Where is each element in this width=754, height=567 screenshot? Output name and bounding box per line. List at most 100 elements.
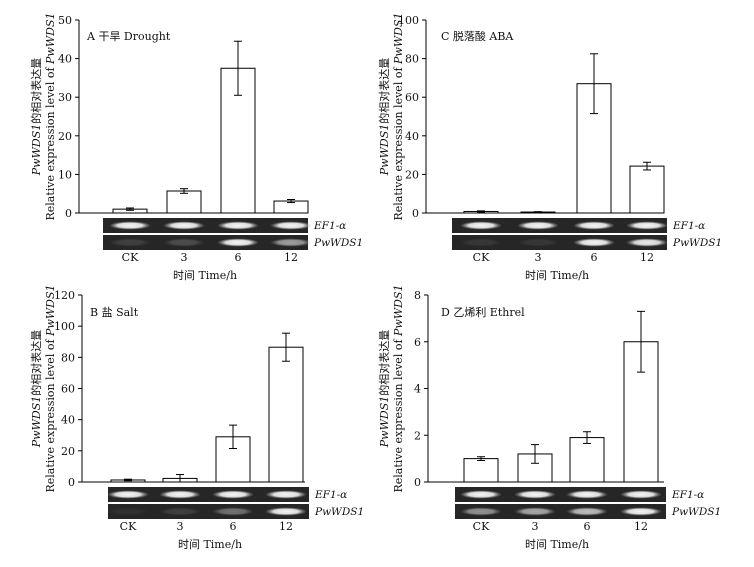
gel-band (107, 490, 149, 499)
panel-title: C 脱落酸 ABA (441, 29, 514, 43)
gel-band (514, 490, 556, 499)
gel-band (460, 490, 502, 499)
x-tick-label: 12 (634, 520, 648, 533)
gel-band (460, 507, 502, 516)
gel-band (517, 221, 559, 230)
gel-band (163, 238, 205, 247)
x-axis-label: 时间 Time/h (178, 538, 242, 551)
gel-strip-pwwds1 (103, 235, 308, 250)
x-tick-label: CK (473, 520, 490, 533)
gel-band (460, 238, 502, 247)
gel-strip-ef1 (108, 487, 309, 502)
gel-label-ef1: EF1-α (672, 220, 705, 232)
chart-panel-d: 0 2 4 6 8 D 乙烯利 Ethrel EF1-α PwWDS1 CK 3 6 12 时间 Tim… (377, 284, 721, 551)
gel-band (159, 507, 201, 516)
gel-band (217, 221, 259, 230)
gel-band (626, 221, 668, 230)
x-tick-label: 3 (535, 251, 542, 264)
x-tick-label: 6 (235, 251, 242, 264)
gel-band (620, 507, 662, 516)
gel-strip-pwwds1 (455, 504, 666, 519)
y-axis-label-en: Relative expression level of PwWDS1 (392, 12, 405, 220)
gel-band (109, 221, 151, 230)
y-tick-label: 0 (414, 476, 421, 489)
panel-title: D 乙烯利 Ethrel (441, 306, 525, 319)
gel-strip-pwwds1 (108, 504, 309, 519)
x-tick-label: 3 (532, 520, 539, 533)
y-tick-label: 50 (58, 14, 72, 27)
x-axis-label: 时间 Time/h (525, 269, 589, 282)
gel-band (212, 507, 254, 516)
x-tick-label: CK (473, 251, 490, 264)
gel-label-pwwds1: PwWDS1 (672, 237, 722, 249)
gel-band (626, 238, 668, 247)
panel-title: B 盐 Salt (90, 306, 139, 319)
y-tick-label: 40 (61, 414, 75, 427)
gel-label-ef1: EF1-α (671, 489, 704, 501)
gel-strip-ef1 (452, 218, 667, 233)
y-axis-label-en: Relative expression level of PwWDS1 (392, 284, 405, 492)
y-tick-label: 10 (58, 168, 72, 181)
bar-12 (629, 165, 665, 214)
gel-band (517, 238, 559, 247)
x-tick-label: 6 (230, 520, 237, 533)
y-tick-label: 20 (405, 168, 419, 181)
x-tick-label: 6 (591, 251, 598, 264)
x-tick-label: CK (120, 520, 137, 533)
x-tick-label: 12 (640, 251, 654, 264)
y-axis-label-cn: PwWDS1的相对表达量 (29, 58, 43, 176)
y-tick-label: 20 (58, 130, 72, 143)
y-tick-label: 4 (414, 383, 421, 396)
gel-label-ef1: EF1-α (313, 220, 346, 232)
gel-band (270, 238, 312, 247)
gel-band (566, 507, 608, 516)
x-tick-label: 12 (279, 520, 293, 533)
chart-panel-b: 0 20 40 60 80 100 120 B 盐 Salt EF1-α PwWDS1 CK 3 6 12… (29, 284, 364, 551)
y-tick-label: 20 (61, 445, 75, 458)
gel-band (573, 221, 615, 230)
gel-band (107, 507, 149, 516)
x-axis-label: 时间 Time/h (525, 538, 589, 551)
y-tick-label: 8 (414, 289, 421, 302)
y-tick-label: 100 (54, 320, 75, 333)
y-tick-label: 6 (414, 336, 421, 349)
x-tick-label: CK (122, 251, 139, 264)
gel-label-ef1: EF1-α (314, 489, 347, 501)
y-tick-label: 120 (54, 289, 75, 302)
gel-strip-pwwds1 (452, 235, 667, 250)
gel-band (573, 238, 615, 247)
gel-band (514, 507, 556, 516)
gel-strip-ef1 (103, 218, 308, 233)
y-tick-label: 30 (58, 91, 72, 104)
gel-band (265, 490, 307, 499)
y-tick-label: 60 (405, 91, 419, 104)
y-tick-label: 80 (61, 351, 75, 364)
bar-ck (463, 458, 499, 483)
gel-label-pwwds1: PwWDS1 (314, 506, 364, 518)
gel-label-pwwds1: PwWDS1 (671, 506, 721, 518)
gel-band (566, 490, 608, 499)
x-tick-label: 6 (584, 520, 591, 533)
y-tick-label: 0 (412, 207, 419, 220)
gel-band (460, 221, 502, 230)
gel-band (217, 238, 259, 247)
gel-band (163, 221, 205, 230)
chart-panel-a: 0 10 20 30 40 50 A 干旱 Drought EF1-α PwWDS1 CK 3 6 12… (29, 12, 363, 282)
gel-band (109, 238, 151, 247)
y-axis-label-en: Relative expression level of PwWDS1 (44, 284, 57, 492)
gel-band (620, 490, 662, 499)
y-tick-label: 80 (405, 53, 419, 66)
y-axis-label-en: Relative expression level of PwWDS1 (44, 12, 57, 220)
bar-6 (569, 437, 605, 483)
y-tick-label: 60 (61, 383, 75, 396)
y-tick-label: 2 (414, 429, 421, 442)
y-axis-label-cn: PwWDS1的相对表达量 (377, 330, 391, 448)
y-tick-label: 0 (65, 207, 72, 220)
y-tick-label: 100 (398, 14, 419, 27)
gel-band (265, 507, 307, 516)
gel-label-pwwds1: PwWDS1 (313, 237, 363, 249)
x-tick-label: 12 (284, 251, 298, 264)
x-tick-label: 3 (177, 520, 184, 533)
bar-12 (268, 346, 304, 483)
